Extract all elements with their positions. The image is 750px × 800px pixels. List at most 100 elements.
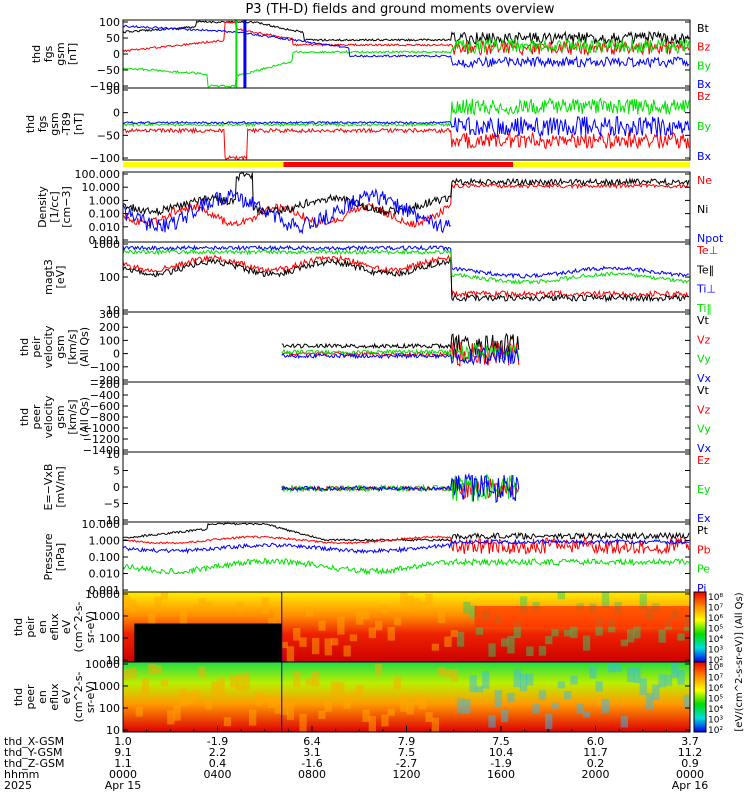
legend-entry: Ti‖ <box>696 302 712 315</box>
trace-dbz <box>123 126 690 160</box>
y-axis-label: eflux <box>48 613 61 641</box>
trace-pe <box>123 557 690 576</box>
colorbar-tick: 10⁸ <box>708 593 723 603</box>
ephemeris-value: -1.6 <box>301 757 322 770</box>
y-axis-label: eV <box>60 689 73 704</box>
legend-entry: Ti⊥ <box>696 283 716 296</box>
ephemeris-value: 0400 <box>204 768 232 781</box>
legend-entry: Bz <box>697 41 711 54</box>
y-tick-label: −50 <box>97 64 120 77</box>
y-axis-label: gsm <box>54 405 67 428</box>
y-axis-label: eV <box>60 619 73 634</box>
y-tick-label: −200 <box>90 378 120 391</box>
panel-fgs2: 50 0 −50 −100 thd fgs gsm -T89 [nT] Bz By Bx <box>24 84 712 165</box>
legend-entry: Bz <box>697 90 711 103</box>
trace-by <box>123 37 690 88</box>
trace-npot <box>123 187 451 235</box>
y-axis-label: E=−VxB <box>42 464 55 511</box>
ephemeris-value: 6.4 <box>303 735 321 748</box>
y-tick-label: −100 <box>90 152 120 165</box>
ephemeris-value: -1.9 <box>490 757 511 770</box>
colorbar-tick: 10⁶ <box>708 684 723 694</box>
legend-entry: Bt <box>697 22 710 35</box>
colorbar-tick: 10⁷ <box>708 604 723 614</box>
y-tick-label: 1.000 <box>89 535 121 548</box>
colorbar-tick: 10⁸ <box>708 663 723 673</box>
ephemeris-value: 9.1 <box>114 746 132 759</box>
legend-entry: Ez <box>697 454 710 467</box>
y-tick-label: −400 <box>90 389 120 402</box>
y-axis-label: en <box>36 690 49 704</box>
y-tick-label: 100 <box>99 632 120 645</box>
y-tick-label: 100 <box>99 271 120 284</box>
y-axis-label: eflux <box>48 683 61 711</box>
trace-vt <box>281 332 520 358</box>
panel-frame-fgs2 <box>122 87 691 161</box>
mode-bar-yellow-right <box>513 162 690 167</box>
y-tick-label: 100.000 <box>75 168 121 181</box>
ephemeris-value: -1.9 <box>207 735 228 748</box>
y-axis-label: [km/s] <box>66 329 79 364</box>
ephemeris-label: thd_Z-GSM <box>4 757 64 770</box>
ephemeris-value: 11.2 <box>678 746 703 759</box>
y-tick-label: 0 <box>113 48 120 61</box>
colorbar-tick: 10⁴ <box>708 635 723 645</box>
ephemeris-label: thd_X-GSM <box>4 735 64 748</box>
ephemeris-value: 7.9 <box>398 735 416 748</box>
ephemeris-label: hhmm <box>4 768 39 781</box>
y-tick-label: 10000 <box>85 588 120 601</box>
trace-ne <box>123 182 690 228</box>
y-tick-label: 0 <box>113 348 120 361</box>
y-axis-label: gsm <box>54 335 67 358</box>
y-axis-label: thd <box>12 618 25 636</box>
trace-pt <box>123 522 690 542</box>
y-axis-label: magt3 <box>42 259 55 295</box>
y-axis-label: [nT] <box>72 113 85 135</box>
legend-entry: Pi <box>697 582 706 595</box>
colorbar-tick: 10² <box>708 656 723 666</box>
y-tick-label: 1000 <box>92 680 120 693</box>
ephemeris-label: thd_Y-GSM <box>4 746 63 759</box>
colorbar-tick: 10⁴ <box>708 705 723 715</box>
legend-entry: Npot <box>697 232 724 245</box>
y-axis-label: Density <box>36 186 49 228</box>
ephemeris-value: 7.5 <box>492 735 510 748</box>
ephemeris-value: 0000 <box>109 768 137 781</box>
y-tick-label: 10 <box>106 304 120 317</box>
trace-ey <box>281 472 520 502</box>
ephemeris-value: 7.5 <box>398 746 416 759</box>
y-axis-label: [eV] <box>54 266 67 289</box>
y-tick-label: −600 <box>90 400 120 413</box>
ephemeris-value: 3.1 <box>303 746 321 759</box>
legend-entry: Vt <box>697 314 710 327</box>
legend-entry: Pb <box>697 543 711 556</box>
legend-entry: Vx <box>697 372 712 385</box>
y-axis-label: [1/cc] <box>48 191 61 222</box>
trace-tpa <box>123 258 689 303</box>
ephemeris-value: 6.0 <box>587 735 605 748</box>
trace-dbx <box>123 115 690 138</box>
legend-entry: Pt <box>697 524 709 537</box>
y-axis-label: gsm <box>54 42 67 65</box>
y-axis-label: velocity <box>42 325 55 368</box>
colorbar-tick: 10³ <box>708 716 723 726</box>
y-axis-label: (cm^2-s- <box>72 602 85 653</box>
y-axis-label: sr-eV) <box>84 681 97 713</box>
y-tick-label: −5 <box>104 498 120 511</box>
trace-pb <box>123 535 690 555</box>
legend-entry: Ey <box>697 483 711 496</box>
y-tick-label: −1000 <box>83 422 120 435</box>
colorbar-tick: 10⁷ <box>708 674 723 684</box>
legend-entry: Bx <box>697 78 712 91</box>
y-tick-label: −50 <box>97 129 120 142</box>
y-axis-label: fgs <box>42 45 55 62</box>
y-tick-label: −200 <box>90 374 120 387</box>
panel-espec: 10000 1000 100 10 thd peer en eflux eV (cm^2-s-sr… <box>12 658 691 737</box>
mode-bar <box>123 162 690 167</box>
y-tick-label: 0.001 <box>89 584 121 597</box>
ephemeris-value: 3.7 <box>681 735 699 748</box>
y-axis-label: fgs <box>36 115 49 132</box>
